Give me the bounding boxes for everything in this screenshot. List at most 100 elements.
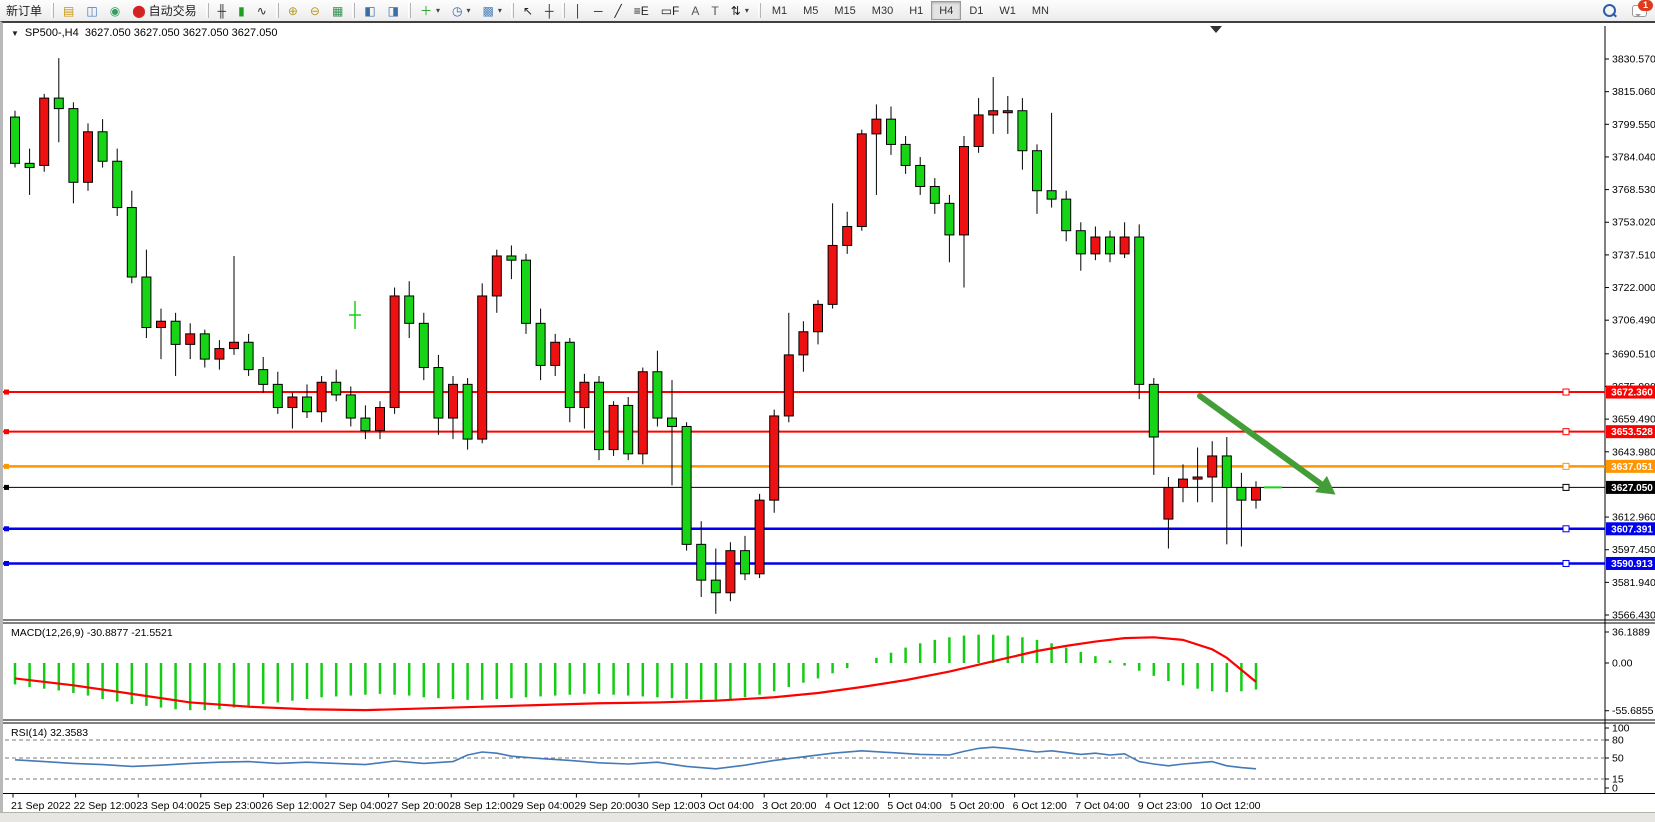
time-axis-label: 7 Oct 04:00 [1075, 800, 1129, 812]
chevron-down-icon[interactable]: ▾ [436, 6, 441, 15]
price-axis-label: 3706.490 [1612, 315, 1655, 327]
trend-arrow-head[interactable] [1315, 475, 1336, 495]
price-line-handle[interactable] [1562, 428, 1570, 436]
time-axis-label: 27 Sep 04:00 [324, 800, 387, 812]
bar-chart-icon: ╫ [217, 3, 227, 18]
new-order-button[interactable]: 新订单 [0, 1, 48, 20]
time-axis-label: 10 Oct 12:00 [1200, 800, 1260, 812]
shapes-icon[interactable]: ⇅ ▾ [725, 1, 755, 20]
price-axis-label: 3784.040 [1612, 151, 1655, 163]
text-label-icon: T [711, 3, 719, 18]
candle-down [667, 417, 677, 427]
cursor-icon[interactable]: ↖ [517, 1, 539, 20]
tile-windows-icon[interactable]: ▦ [326, 1, 349, 20]
candle-down [97, 131, 108, 162]
timeframe-button-m30[interactable]: M30 [871, 4, 894, 17]
chat-icon[interactable]: 1 [1632, 0, 1653, 17]
candle-down [1105, 236, 1115, 255]
search-icon[interactable] [1603, 4, 1616, 17]
chart-title-collapse-icon[interactable]: ▼ [11, 29, 19, 38]
candle-up [856, 133, 867, 227]
timeframe-button-h1[interactable]: H1 [909, 4, 924, 17]
price-line-left-handle[interactable] [4, 463, 9, 469]
chart-shift-marker[interactable] [1210, 26, 1222, 33]
price-line-left-handle[interactable] [4, 526, 9, 532]
candlestick-chart-icon[interactable]: ▮ [232, 1, 251, 20]
auto-scroll-icon[interactable]: ◧ [358, 1, 381, 20]
candle-up [813, 303, 823, 333]
fibonacci-icon[interactable]: ≡E [628, 1, 655, 20]
bar-chart-icon[interactable]: ╫ [212, 1, 233, 20]
price-line-left-handle[interactable] [4, 484, 9, 490]
price-axis-label: 3581.940 [1612, 577, 1655, 589]
quotes-window-icon[interactable]: ▤ [57, 1, 80, 20]
candle-up [725, 550, 736, 594]
timeframe-button-m15[interactable]: M15 [834, 4, 856, 17]
chart-canvas[interactable]: 3830.570 3815.060 3799.550 3784.040 3768.530… [3, 23, 1655, 814]
price-line-left-handle[interactable] [4, 560, 9, 566]
candle-down [1134, 236, 1145, 385]
trendline-icon[interactable]: ╱ [608, 1, 627, 20]
autotrading-button[interactable]: ⬤ 自动交易 [126, 1, 202, 20]
candle-up [1090, 236, 1101, 255]
time-axis-label: 3 Oct 20:00 [762, 800, 816, 812]
line-chart-icon[interactable]: ∿ [251, 1, 273, 20]
time-axis-label: 30 Sep 12:00 [637, 800, 700, 812]
periods-clock-icon[interactable]: ◷ ▾ [446, 1, 477, 20]
zoom-out-icon[interactable]: ⊖ [304, 1, 326, 20]
timeframe-button-h4[interactable]: H4 [931, 1, 962, 20]
candle-down [681, 425, 692, 545]
timeframe-button-m5[interactable]: M5 [803, 4, 819, 17]
vertical-line-icon[interactable]: │ [568, 1, 588, 20]
candle-up [156, 320, 166, 329]
chevron-down-icon[interactable]: ▾ [466, 6, 471, 15]
timeframe-button-d1[interactable]: D1 [969, 4, 984, 17]
candle-up [988, 110, 999, 116]
notification-badge: 1 [1638, 0, 1653, 11]
price-axis-label: 3768.530 [1612, 184, 1655, 196]
zoom-in-icon: ⊕ [287, 3, 298, 18]
rsi-axis-label: 15 [1612, 774, 1624, 786]
templates-icon[interactable]: ▩ ▾ [477, 1, 508, 20]
price-axis-label: 3659.490 [1612, 414, 1655, 426]
market-watch-icon[interactable]: ◫ [80, 1, 103, 20]
trend-arrow[interactable] [1197, 393, 1324, 487]
vertical-line-icon: │ [574, 3, 582, 18]
price-line-left-handle[interactable] [4, 429, 9, 435]
text-icon[interactable]: A [685, 1, 705, 20]
candle-up [973, 114, 984, 148]
toolbar-separator [352, 3, 356, 18]
market-watch-icon: ◫ [86, 3, 98, 18]
price-line-handle[interactable] [1562, 388, 1570, 396]
candle-down [652, 371, 663, 419]
chart-shift-icon[interactable]: ◨ [382, 1, 405, 20]
indicators-add-icon[interactable]: ＋ ▾ [414, 1, 446, 20]
candle-down [243, 341, 254, 371]
timeframe-button-w1[interactable]: W1 [999, 4, 1016, 17]
crosshair-icon[interactable]: ┼ [539, 1, 560, 20]
candle-down [594, 381, 604, 451]
candle-up [959, 146, 969, 236]
candle-up [1178, 478, 1188, 489]
price-line-handle[interactable] [1562, 559, 1570, 567]
text-label-icon[interactable]: T [705, 1, 724, 20]
channel-icon[interactable]: ▭F [655, 1, 686, 20]
timeframe-button-m1[interactable]: M1 [771, 4, 788, 17]
time-axis-label: 23 Sep 04:00 [136, 800, 199, 812]
line-chart-icon: ∿ [256, 3, 267, 18]
horizontal-line-icon[interactable]: ─ [588, 1, 609, 20]
chart-quotes: 3627.050 3627.050 3627.050 3627.050 [84, 27, 278, 39]
timeframe-button-mn[interactable]: MN [1031, 4, 1049, 17]
price-line-handle[interactable] [1562, 483, 1570, 491]
price-line-handle[interactable] [1562, 525, 1570, 533]
chevron-down-icon[interactable]: ▾ [744, 6, 749, 15]
signals-icon[interactable]: ◉ [104, 1, 126, 20]
chart-window[interactable]: ▼ SP500-,H4 3627.050 3627.050 3627.050 36… [0, 21, 1655, 812]
price-line-handle[interactable] [1562, 462, 1570, 470]
zoom-in-icon[interactable]: ⊕ [282, 1, 304, 20]
price-line-left-handle[interactable] [4, 389, 9, 395]
chevron-down-icon[interactable]: ▾ [497, 6, 502, 15]
time-axis-label: 4 Oct 12:00 [825, 800, 879, 812]
